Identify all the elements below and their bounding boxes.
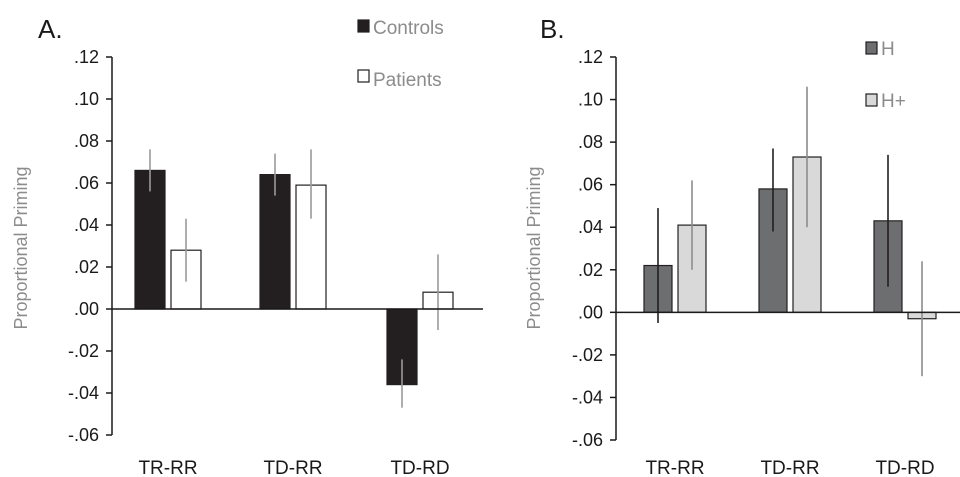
panel-b-category-label: TD-RR	[760, 458, 819, 477]
panel-a-category-label: TR-RR	[138, 458, 197, 477]
panel-a-y-tick-label: .08	[74, 131, 99, 151]
panel-b-y-tick-label: -.04	[572, 387, 603, 407]
panel-a-legend-swatch	[357, 69, 370, 83]
panel-a-y-tick-label: .04	[74, 215, 99, 235]
panel-a-y-tick-label: .00	[74, 299, 99, 319]
panel-b-legend-label: H+	[881, 91, 906, 112]
panel-b-y-tick-label: .06	[578, 175, 603, 195]
panel-a-y-tick-label: .12	[74, 47, 99, 67]
panel-a-legend-swatch	[357, 19, 370, 33]
panel-b-legend-swatch	[865, 93, 878, 107]
panel-a-legend-label: Patients	[373, 70, 442, 91]
panel-a-category-label: TD-RD	[390, 458, 449, 477]
panel-a-category-label: TD-RR	[263, 458, 322, 477]
panel-b-y-tick-label: .04	[578, 217, 603, 237]
panel-a-y-tick-label: .06	[74, 173, 99, 193]
panel-b-category-label: TD-RD	[875, 458, 934, 477]
panel-b-y-tick-label: .08	[578, 132, 603, 152]
panel-a-y-tick-label: -.04	[68, 383, 99, 403]
panel-b-legend-swatch	[865, 41, 878, 55]
panel-a-legend-label: Controls	[373, 18, 444, 39]
panel-b-y-tick-label: -.06	[572, 430, 603, 450]
panel-b-category-label: TR-RR	[645, 458, 704, 477]
panel-a-y-tick-label: .02	[74, 257, 99, 277]
panel-a-y-axis-title: Proportional Priming	[11, 166, 31, 329]
panel-b-y-tick-label: -.02	[572, 345, 603, 365]
panel-b-y-tick-label: .02	[578, 260, 603, 280]
panel-b-y-tick-label: .10	[578, 90, 603, 110]
panel-a-label: A.	[38, 14, 63, 44]
panel-a-y-tick-label: -.06	[68, 425, 99, 445]
panel-a-y-tick-label: -.02	[68, 341, 99, 361]
panel-b-legend-label: H	[881, 39, 895, 60]
panel-a-bar-controls-tr-rr	[134, 169, 166, 310]
panel-b-y-axis-title: Proportional Priming	[524, 166, 544, 329]
panel-a-y-tick-label: .10	[74, 89, 99, 109]
panel-b-y-tick-label: .00	[578, 302, 603, 322]
panel-b-label: B.	[540, 14, 565, 44]
panel-b-y-tick-label: .12	[578, 47, 603, 67]
